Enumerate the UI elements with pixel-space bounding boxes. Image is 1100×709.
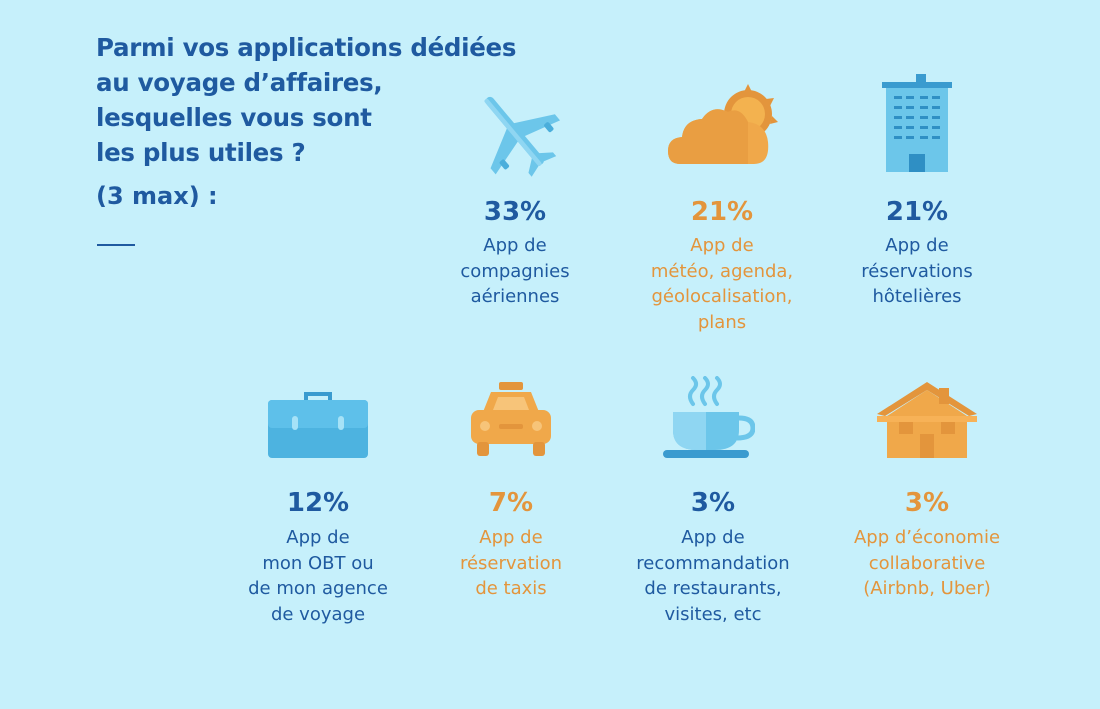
taxi-icon xyxy=(471,382,551,456)
stat-label: App de mon OBT ou de mon agence de voyage xyxy=(218,525,418,627)
stat-label-line: de mon agence xyxy=(248,578,388,599)
stat-label-line: compagnies xyxy=(460,260,570,282)
briefcase-icon xyxy=(268,392,368,458)
stat-value: 3% xyxy=(904,488,950,518)
stat-label-line: App de xyxy=(286,527,350,548)
title-underline xyxy=(97,244,135,246)
stat-label-line: App de xyxy=(479,527,543,548)
stat-label-line: de restaurants, xyxy=(644,578,782,599)
stat-label-line: météo, agenda, xyxy=(650,260,794,282)
stat-value: 7% xyxy=(488,488,534,518)
stat-label-line: plans xyxy=(697,311,747,333)
title-line: au voyage d’affaires, xyxy=(96,68,383,97)
hotel-building-icon xyxy=(882,74,952,172)
stat-label-line: réservations xyxy=(861,260,973,282)
stat-label-line: réservation xyxy=(459,552,563,574)
stat-label: App de météo, agenda, géolocalisation, plan… xyxy=(622,233,822,335)
title-line: lesquelles vous sont xyxy=(96,103,372,132)
stat-label: App d’économie collaborative (Airbnb, Uber… xyxy=(827,525,1027,602)
cloud-sun-icon xyxy=(668,84,778,164)
chart-title: Parmi vos applications dédiées au voyage… xyxy=(96,30,566,170)
stat-value: 33% xyxy=(483,197,547,227)
stat-value: 21% xyxy=(885,197,949,227)
stat-value: 21% xyxy=(690,197,754,227)
airplane-icon xyxy=(484,96,561,177)
stat-label: App de compagnies aériennes xyxy=(415,233,615,310)
stat-value: 3% xyxy=(690,488,736,518)
stat-label-line: App de xyxy=(483,235,547,256)
title-line: Parmi vos applications dédiées xyxy=(96,33,517,62)
stat-value: 12% xyxy=(286,488,350,518)
stat-label-line: collaborative xyxy=(868,552,986,574)
stat-label-line: géolocalisation, xyxy=(651,286,793,307)
stat-label-line: App d’économie xyxy=(853,527,1001,548)
stat-label-line: App de xyxy=(690,235,754,256)
stat-label-line: de voyage xyxy=(270,603,366,625)
stat-label-line: de taxis xyxy=(475,578,547,599)
stat-label-line: App de xyxy=(885,235,949,256)
title-line: les plus utiles ? xyxy=(96,138,306,167)
house-icon xyxy=(877,382,977,458)
stat-label-line: hôtelières xyxy=(872,286,962,307)
stat-label-line: (Airbnb, Uber) xyxy=(863,578,991,599)
stat-label-line: aériennes xyxy=(470,286,560,307)
chart-subtitle: (3 max) : xyxy=(96,182,218,210)
stat-label-line: mon OBT ou xyxy=(262,552,374,574)
stat-label: App de réservations hôtelières xyxy=(817,233,1017,310)
stat-label-line: App de xyxy=(681,527,745,548)
stat-label: App de réservation de taxis xyxy=(411,525,611,602)
stat-label-line: visites, etc xyxy=(664,603,762,625)
stat-label: App de recommandation de restaurants, visit… xyxy=(613,525,813,627)
coffee-cup-icon xyxy=(663,376,755,458)
stat-label-line: recommandation xyxy=(636,552,790,574)
